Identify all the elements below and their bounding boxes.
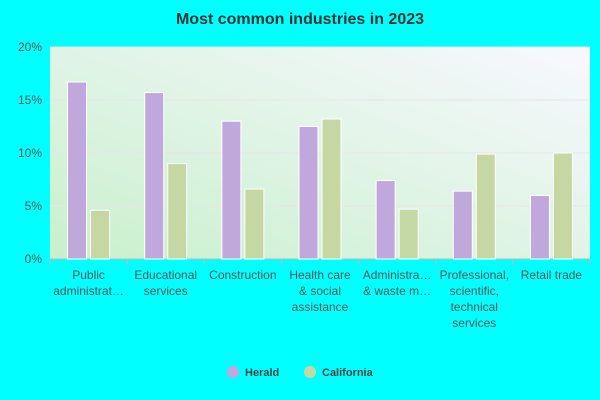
bar [90, 209, 111, 260]
x-tick-label: Educational services [134, 268, 197, 298]
legend-marker [304, 366, 316, 378]
legend-label: California [322, 367, 374, 379]
y-tick-label: 15% [18, 93, 42, 107]
legend-marker [227, 366, 239, 378]
y-tick-label: 5% [25, 199, 43, 213]
bar [244, 188, 265, 260]
bar [144, 92, 165, 260]
bar [375, 180, 396, 260]
bar [475, 153, 496, 260]
bar [167, 163, 188, 260]
x-tick-label: Administra… & waste m… [363, 268, 432, 298]
x-tick-label: Health care & social assistance [289, 268, 351, 314]
bar [398, 208, 419, 260]
legend-label: Herald [245, 367, 279, 379]
x-tick-label: Professional, scientific, technical service… [440, 268, 509, 330]
bar [67, 81, 88, 260]
bar [529, 194, 550, 260]
y-tick-label: 20% [18, 40, 42, 54]
bar [452, 190, 473, 260]
chart-title: Most common industries in 2023 [176, 11, 424, 28]
bar [298, 126, 319, 260]
bar [321, 118, 342, 260]
bar [221, 120, 242, 260]
bar [552, 152, 573, 260]
y-tick-label: 0% [25, 252, 43, 266]
x-tick-label: Public administrat… [53, 268, 124, 298]
y-tick-label: 10% [18, 146, 42, 160]
x-tick-label: Retail trade [521, 268, 583, 282]
x-tick-label: Construction [209, 268, 276, 282]
